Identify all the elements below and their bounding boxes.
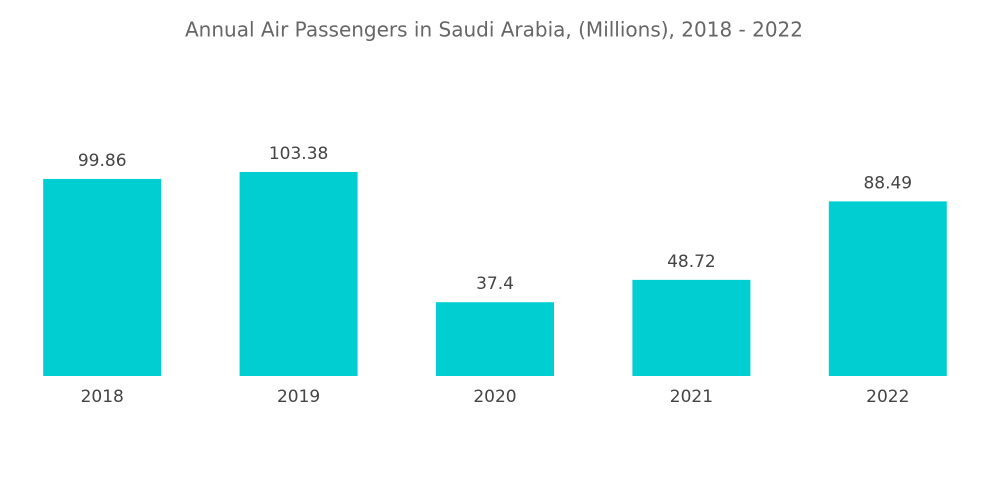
- value-label: 37.4: [476, 274, 514, 294]
- x-tick-label: 2022: [866, 387, 909, 407]
- value-label: 48.72: [667, 252, 716, 272]
- value-label: 88.49: [863, 173, 912, 193]
- bar: [828, 201, 947, 376]
- bar: [43, 178, 162, 376]
- x-tick-label: 2021: [670, 387, 713, 407]
- value-label: 99.86: [78, 151, 127, 171]
- x-tick-label: 2018: [81, 387, 124, 407]
- bar: [239, 172, 358, 376]
- value-label: 103.38: [269, 144, 328, 164]
- x-tick-label: 2019: [277, 387, 320, 407]
- bar: [632, 279, 751, 376]
- bar: [436, 302, 554, 376]
- chart-title: Annual Air Passengers in Saudi Arabia, (…: [185, 18, 803, 42]
- x-tick-label: 2020: [473, 387, 516, 407]
